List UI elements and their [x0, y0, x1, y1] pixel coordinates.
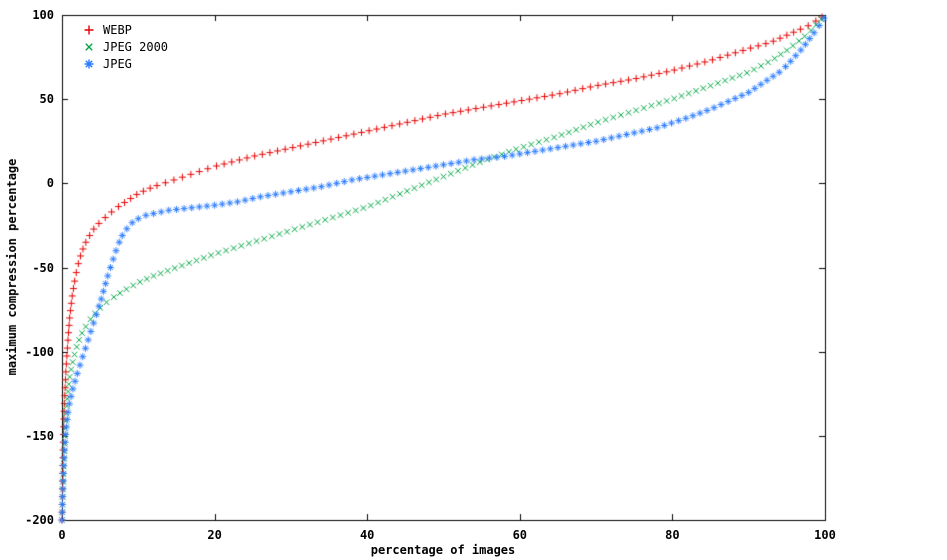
xtick-label: 0	[58, 528, 66, 542]
xtick-label: 80	[665, 528, 680, 542]
ytick-label: -200	[25, 513, 54, 527]
ytick-label: -50	[32, 260, 54, 275]
xtick-label: 60	[512, 528, 528, 542]
x-axis-title: percentage of images	[370, 543, 516, 557]
ytick-label: 100	[32, 8, 54, 22]
xtick-label: 40	[359, 528, 375, 542]
ytick-label: -100	[25, 344, 54, 359]
ytick-label: 0	[46, 176, 54, 191]
ytick-label: -150	[25, 428, 54, 443]
ytick-label: 50	[39, 92, 54, 107]
xtick-label: 20	[207, 528, 222, 542]
xtick-label: 100	[814, 528, 836, 542]
